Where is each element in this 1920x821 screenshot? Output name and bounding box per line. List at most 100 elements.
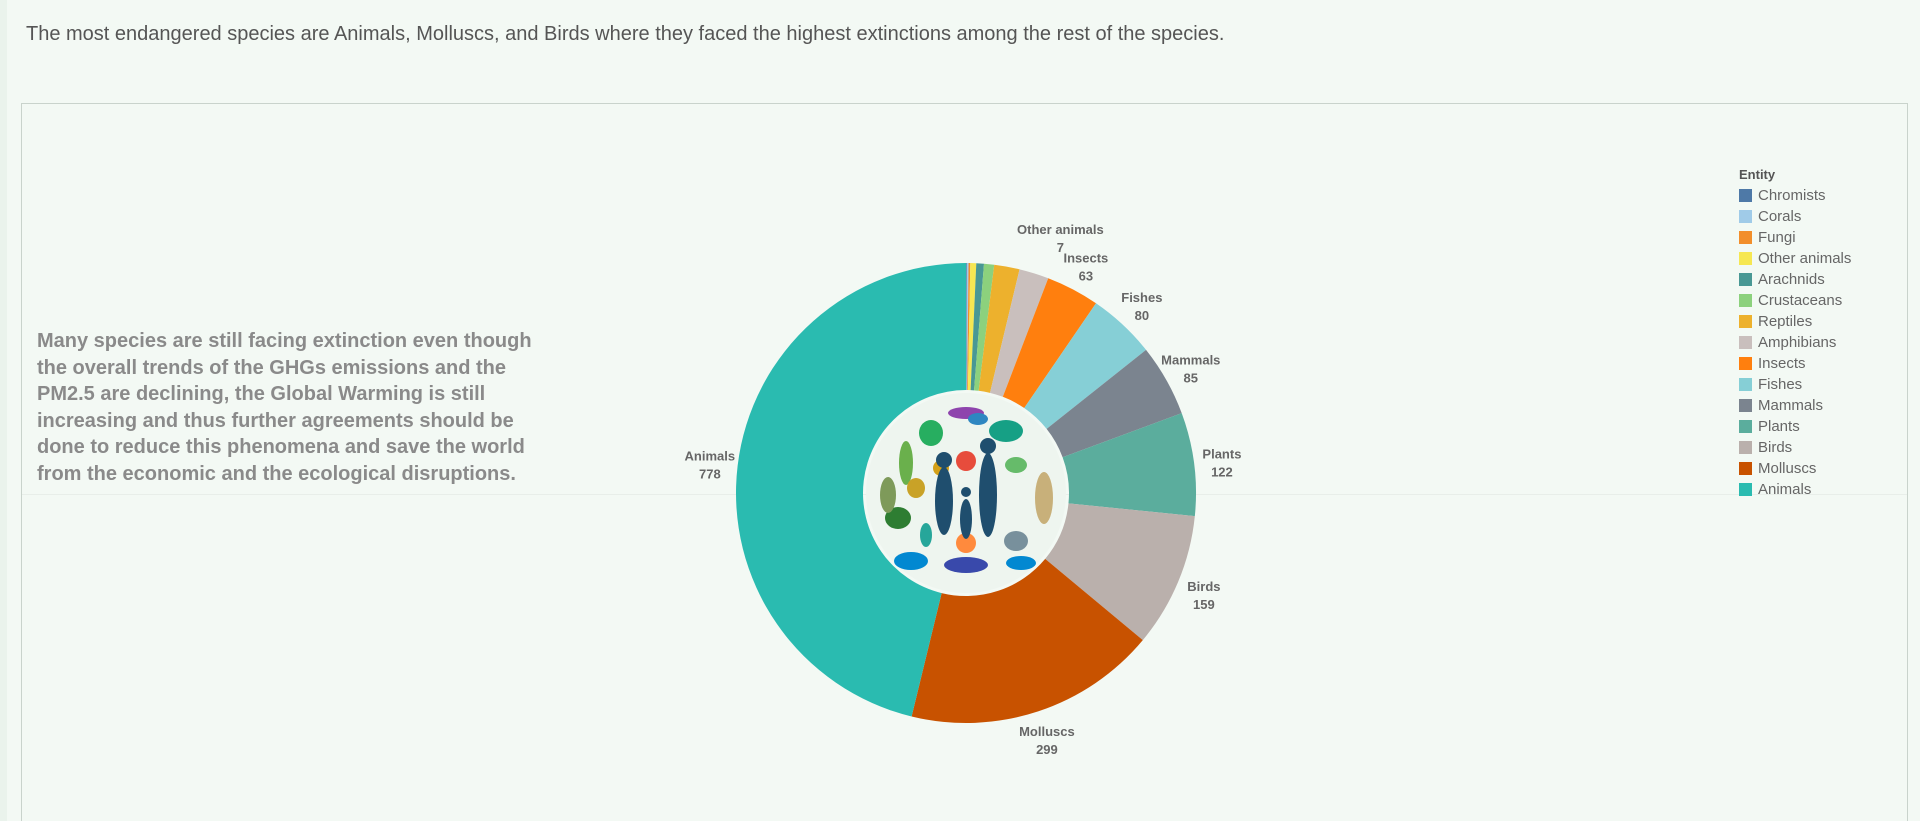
slice-amphibians[interactable]: [989, 269, 1049, 397]
human-silhouette: [935, 467, 953, 535]
slice-label-fishes: Fishes 80: [1121, 290, 1162, 323]
slice-plants[interactable]: [1062, 413, 1196, 517]
human-head-silhouette: [980, 438, 996, 454]
slice-label-value: 122: [1211, 464, 1233, 479]
legend-item-plants[interactable]: Plants: [1739, 416, 1851, 437]
narrative-line: increasing and thus further agreements s…: [37, 409, 514, 432]
legend-label: Fishes: [1758, 376, 1803, 393]
legend-item-birds[interactable]: Birds: [1739, 437, 1851, 458]
animal-silhouette: [1035, 472, 1053, 524]
slice-reptiles[interactable]: [978, 264, 1020, 393]
legend-item-chromists[interactable]: Chromists: [1739, 185, 1851, 206]
slice-label-insects: Insects 63: [1063, 251, 1108, 284]
legend-item-animals[interactable]: Animals: [1739, 479, 1851, 500]
human-head-silhouette: [936, 452, 952, 468]
human-silhouette: [960, 499, 972, 539]
slice-mammals[interactable]: [1046, 349, 1182, 458]
slice-insects[interactable]: [1002, 278, 1097, 409]
slice-animals[interactable]: [736, 263, 966, 717]
legend-label: Amphibians: [1758, 334, 1837, 351]
legend-swatch: [1739, 483, 1752, 496]
slice-molluscs[interactable]: [911, 558, 1143, 723]
slice-birds[interactable]: [1045, 503, 1195, 641]
legend-item-crustaceans[interactable]: Crustaceans: [1739, 290, 1851, 311]
animal-silhouette: [1004, 531, 1028, 551]
legend-swatch: [1739, 315, 1752, 328]
legend-item-amphibians[interactable]: Amphibians: [1739, 332, 1851, 353]
legend-swatch: [1739, 357, 1752, 370]
legend-item-arachnids[interactable]: Arachnids: [1739, 269, 1851, 290]
page-edge-stripe: [0, 0, 7, 821]
narrative-line: from the economic and the ecological dis…: [37, 462, 516, 485]
legend-label: Mammals: [1758, 397, 1824, 414]
slice-label-name: Insects: [1063, 251, 1108, 266]
animal-silhouette: [1005, 457, 1027, 473]
slice-label-value: 80: [1135, 308, 1149, 323]
legend-swatch: [1739, 231, 1752, 244]
narrative-line: the overall trends of the GHGs emissions…: [37, 356, 506, 379]
narrative-text: Many species are still facing extinction…: [37, 328, 557, 487]
legend-swatch: [1739, 378, 1752, 391]
legend-item-mammals[interactable]: Mammals: [1739, 395, 1851, 416]
legend-item-other-animals[interactable]: Other animals: [1739, 248, 1851, 269]
legend-swatch: [1739, 189, 1752, 202]
legend-item-molluscs[interactable]: Molluscs: [1739, 458, 1851, 479]
animal-silhouette: [989, 420, 1023, 442]
slice-fishes[interactable]: [1024, 303, 1147, 429]
legend-swatch: [1739, 336, 1752, 349]
legend-label: Birds: [1758, 439, 1793, 456]
animal-silhouette: [880, 477, 896, 513]
legend-item-fungi[interactable]: Fungi: [1739, 227, 1851, 248]
slice-label-mammals: Mammals 85: [1161, 352, 1220, 385]
legend-swatch: [1739, 462, 1752, 475]
slice-label-molluscs: Molluscs 299: [1019, 724, 1075, 757]
animal-silhouette: [920, 523, 932, 547]
legend-item-corals[interactable]: Corals: [1739, 206, 1851, 227]
legend-swatch: [1739, 210, 1752, 223]
animal-silhouette: [968, 413, 988, 425]
slice-chromists[interactable]: [966, 263, 967, 391]
animal-silhouette: [885, 507, 911, 529]
legend-swatch: [1739, 273, 1752, 286]
animal-silhouette: [899, 441, 913, 485]
slice-label-value: 159: [1193, 597, 1215, 612]
legend-item-fishes[interactable]: Fishes: [1739, 374, 1851, 395]
legend-item-insects[interactable]: Insects: [1739, 353, 1851, 374]
legend-label: Fungi: [1758, 229, 1796, 246]
slice-label-name: Other animals: [1017, 222, 1104, 237]
animal-silhouette: [1006, 556, 1036, 570]
legend: Entity Chromists Corals Fungi Other animals…: [1739, 167, 1851, 500]
slice-label-name: Animals: [685, 448, 736, 463]
slice-label-name: Molluscs: [1019, 724, 1075, 739]
legend-swatch: [1739, 399, 1752, 412]
slice-label-name: Birds: [1187, 579, 1220, 594]
slice-fungi[interactable]: [967, 263, 971, 391]
animal-silhouette: [956, 533, 976, 553]
legend-label: Reptiles: [1758, 313, 1813, 330]
biodiversity-silhouettes-icon: [866, 393, 1066, 593]
narrative-line: Many species are still facing extinction…: [37, 330, 532, 352]
slice-label-name: Plants: [1202, 446, 1241, 461]
slice-label-value: 778: [699, 466, 721, 481]
slice-other-animals[interactable]: [967, 263, 977, 391]
slice-corals[interactable]: [966, 263, 969, 391]
legend-title: Entity: [1739, 167, 1776, 182]
slice-crustaceans[interactable]: [974, 263, 995, 391]
legend-items: Chromists Corals Fungi Other animals Arachni…: [1739, 185, 1851, 500]
slice-label-name: Mammals: [1161, 352, 1220, 367]
slice-label-other-animals: Other animals 7: [1017, 222, 1104, 255]
slice-label-plants: Plants 122: [1202, 446, 1241, 479]
page-title: The most endangered species are Animals,…: [26, 23, 1225, 45]
legend-label: Crustaceans: [1758, 292, 1843, 309]
slice-arachnids[interactable]: [970, 263, 985, 391]
legend-item-reptiles[interactable]: Reptiles: [1739, 311, 1851, 332]
slice-label-value: 63: [1079, 269, 1093, 284]
narrative-line: PM2.5 are declining, the Global Warming …: [37, 383, 486, 405]
animal-silhouette: [944, 557, 988, 573]
slice-label-birds: Birds 159: [1187, 579, 1220, 612]
legend-label: Other animals: [1758, 250, 1852, 267]
human-silhouette: [979, 453, 997, 537]
slice-label-value: 299: [1036, 742, 1058, 757]
human-head-silhouette: [961, 487, 971, 497]
slice-label-value: 7: [1057, 240, 1064, 255]
